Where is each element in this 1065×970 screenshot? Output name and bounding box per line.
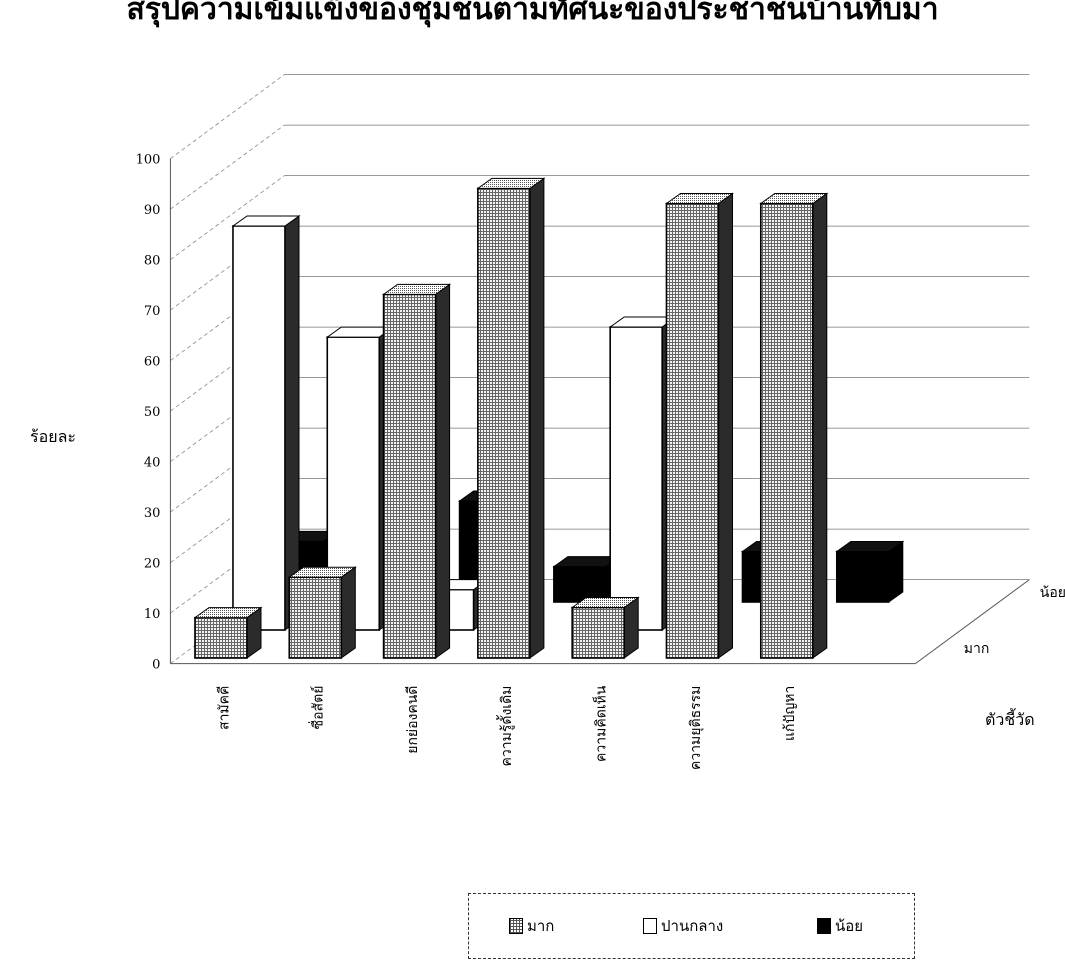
y-tick-label: 30: [144, 506, 161, 521]
y-tick-label: 50: [144, 405, 161, 420]
y-tick-label: 100: [136, 153, 161, 168]
legend-label-panklang: ปานกลาง: [661, 917, 724, 935]
y-tick-label: 80: [144, 254, 161, 269]
gridline-side: [170, 74, 285, 159]
gridline-side: [170, 427, 285, 513]
bar: [570, 596, 640, 659]
depth-label-back: น้อย: [1040, 585, 1065, 601]
legend-label-noi: น้อย: [835, 917, 864, 935]
gridline-side: [170, 175, 285, 260]
category-label: แก้ปัญหา: [782, 686, 798, 741]
bar: [382, 283, 452, 659]
category-label: ความคิดเห็น: [592, 685, 610, 762]
depth-axis: [915, 579, 1030, 665]
gridline-side: [170, 326, 285, 412]
x-axis-title: ตัวชี้วัด: [985, 710, 1035, 729]
bar: [193, 606, 263, 659]
legend-swatch-mak: [509, 918, 523, 934]
bar: [835, 540, 905, 603]
gridline-side: [170, 528, 285, 614]
bar: [476, 177, 546, 659]
y-tick-label: 60: [144, 355, 161, 370]
y-tick-label: 10: [144, 607, 161, 622]
y-tick-label: 0: [152, 658, 160, 673]
bar: [231, 215, 301, 631]
y-tick-label: 40: [144, 456, 161, 471]
gridline-side: [170, 124, 285, 210]
y-axis-title: ร้อยละ: [30, 427, 76, 446]
gridline-side: [170, 276, 285, 361]
category-label: ซื่อสัตย์: [309, 686, 327, 730]
y-tick-label: 20: [144, 557, 161, 572]
bar: [287, 566, 357, 659]
y-tick-label: 70: [144, 304, 161, 319]
category-label: ยกย่องคนดี: [405, 686, 421, 754]
gridline-side: [170, 377, 285, 462]
legend-item-mak: มาก: [509, 915, 554, 937]
gridline-side: [170, 225, 285, 311]
legend-swatch-noi: [817, 918, 831, 934]
legend-swatch-panklang: [643, 918, 657, 934]
category-label: สามัคคี: [216, 686, 232, 730]
legend-item-noi: น้อย: [817, 915, 863, 937]
bar: [664, 192, 735, 659]
legend: มาก ปานกลาง น้อย: [468, 893, 915, 959]
category-label: ความยุติธรรม: [688, 686, 704, 770]
gridline-side: [170, 478, 285, 563]
chart-title: สรุปความเข้มแข็งของชุมชนตามทัศนะของประชา…: [126, 0, 939, 27]
depth-label-front: มาก: [964, 641, 990, 657]
bar: [759, 192, 829, 659]
y-tick-label: 90: [144, 203, 161, 218]
legend-item-panklang: ปานกลาง: [643, 915, 723, 937]
legend-label-mak: มาก: [527, 917, 555, 935]
category-label: ความรู้ดั้งเดิม: [496, 686, 515, 767]
